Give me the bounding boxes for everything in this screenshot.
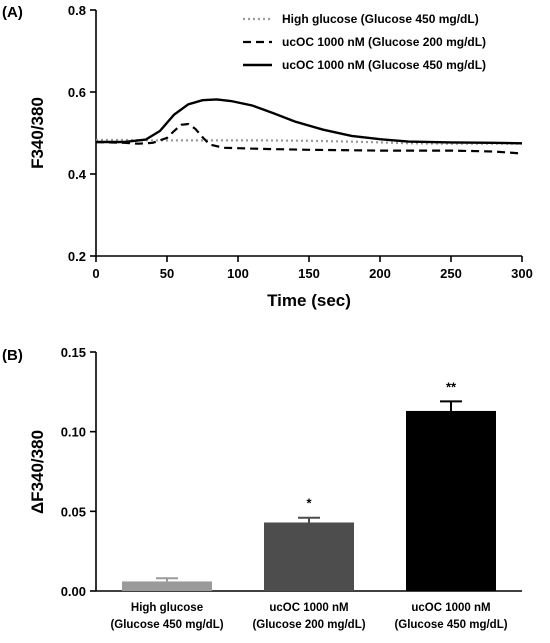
panel-a-x-axis-title: Time (sec) [267,291,351,310]
panel-a-legend: High glucose (Glucose 450 mg/dL) ucOC 100… [243,12,486,72]
category-label: High glucose [131,602,203,614]
panel-b-bars: *** [122,379,496,591]
panel-b-y-ticks: 0.00 0.05 0.10 0.15 [61,345,96,599]
panel-a-label: (A) [2,4,23,21]
bar-3 [406,410,496,591]
series-line-1 [96,138,522,145]
panel-b-label: (B) [2,347,23,364]
category-label: (Glucose 200 mg/dL) [252,619,365,631]
y-tick-label: 0.6 [68,85,86,100]
y-tick-label: 0.4 [68,167,87,182]
significance-label: ** [446,379,457,394]
panel-a-x-ticks: 0 50 100 150 200 250 300 [92,256,533,281]
x-tick-label: 50 [160,266,174,281]
legend-label-3: ucOC 1000 nM (Glucose 450 mg/dL) [282,58,486,72]
x-tick-label: 0 [92,266,99,281]
x-tick-label: 100 [227,266,249,281]
bar-2 [264,522,354,591]
category-label: ucOC 1000 nM [411,602,490,614]
panel-b-y-axis-title: ΔF340/380 [28,430,47,514]
y-tick-label: 0.8 [68,3,86,18]
legend-label-1: High glucose (Glucose 450 mg/dL) [282,12,479,26]
category-label: (Glucose 450 mg/dL) [110,619,223,631]
category-label: ucOC 1000 nM [269,602,348,614]
y-tick-label: 0.2 [68,249,86,264]
bar-1 [122,581,212,591]
panel-a: (A) 0 50 100 150 200 250 300 0.2 0.4 0.6 0.8 Time… [2,3,533,310]
x-tick-label: 200 [369,266,391,281]
series-line-2 [95,122,523,155]
x-tick-label: 300 [511,266,533,281]
legend-label-2: ucOC 1000 nM (Glucose 200 mg/dL) [282,35,486,49]
x-tick-label: 250 [440,266,462,281]
panel-a-y-axis-title: F340/380 [28,97,47,169]
panel-b-category-labels: High glucose (Glucose 450 mg/dL) ucOC 1000… [110,602,507,631]
x-tick-label: 150 [298,266,320,281]
y-tick-label: 0.00 [61,584,86,599]
panel-b: (B) 0.000.050.100.15 *** High glucose(Gl… [2,345,522,631]
y-tick-label: 0.05 [61,504,86,519]
series-line-3 [96,98,523,145]
category-label: (Glucose 450 mg/dL) [394,619,507,631]
panel-a-series-lines [95,98,523,155]
y-tick-label: 0.15 [61,345,86,360]
panel-a-y-ticks: 0.2 0.4 0.6 0.8 [68,3,96,264]
y-tick-label: 0.10 [61,425,86,440]
significance-label: * [306,496,312,511]
